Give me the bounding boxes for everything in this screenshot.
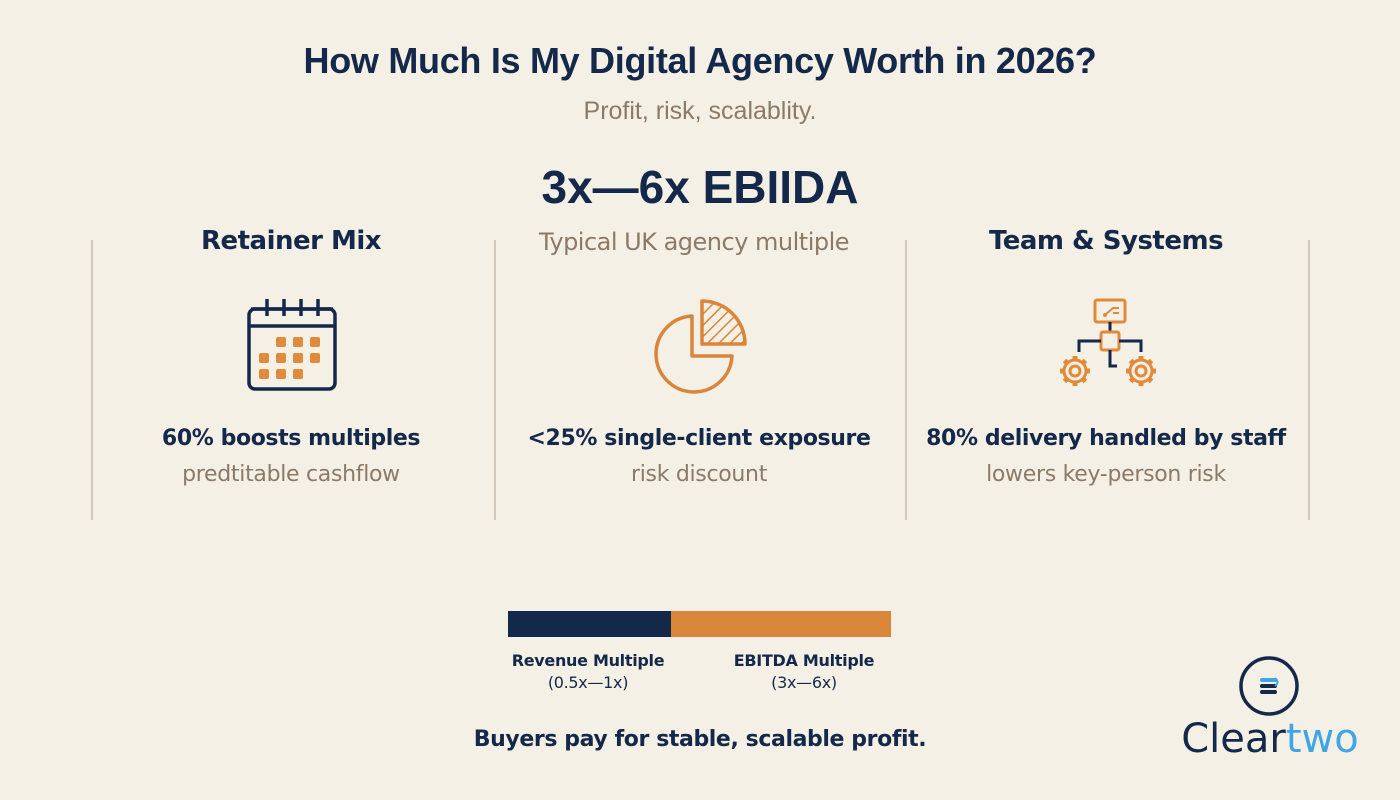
column-divider: [494, 240, 496, 520]
column-note: predtitable cashflow: [182, 462, 400, 487]
column-note: lowers key-person risk: [986, 462, 1226, 487]
headline-multiple: 3x—6x EBIIDA: [541, 161, 859, 213]
ebitda-multiple-label: EBITDA Multiple (3x—6x): [694, 650, 914, 694]
ebitda-multiple-bar: [671, 611, 891, 637]
column-stat: <25% single-client exposure: [527, 426, 871, 451]
brand-name-part2: two: [1285, 716, 1359, 762]
revenue-multiple-bar: [508, 611, 671, 637]
revenue-multiple-label: Revenue Multiple (0.5x—1x): [478, 650, 698, 694]
column-stat: 80% delivery handled by staff: [926, 426, 1286, 451]
segment-label: Revenue Multiple: [511, 651, 665, 670]
column-stat: 60% boosts multiples: [161, 426, 421, 451]
column-title: Retainer Mix: [200, 226, 382, 256]
pie-chart-icon: [652, 296, 752, 400]
column-note: risk discount: [630, 462, 768, 487]
page-title: How Much Is My Digital Agency Worth in 2…: [303, 40, 1097, 81]
column-divider: [1308, 240, 1310, 520]
headline-caption: Typical UK agency multiple: [538, 228, 850, 256]
brand-name-part1: Clear: [1181, 716, 1286, 762]
segment-range: (0.5x—1x): [547, 673, 629, 692]
tagline: Buyers pay for stable, scalable profit.: [473, 727, 927, 752]
segment-range: (3x—6x): [771, 673, 837, 692]
segment-label: EBITDA Multiple: [733, 651, 875, 670]
cleartwo-logo-icon: [1238, 655, 1300, 717]
column-divider: [91, 240, 93, 520]
column-divider: [905, 240, 907, 520]
page-subtitle: Profit, risk, scalablity.: [583, 97, 817, 125]
brand-wordmark: Cleartwo: [1160, 716, 1380, 762]
calendar-icon: [246, 296, 338, 396]
column-title: Team & Systems: [988, 226, 1224, 256]
org-chart-gears-icon: [1055, 296, 1165, 396]
